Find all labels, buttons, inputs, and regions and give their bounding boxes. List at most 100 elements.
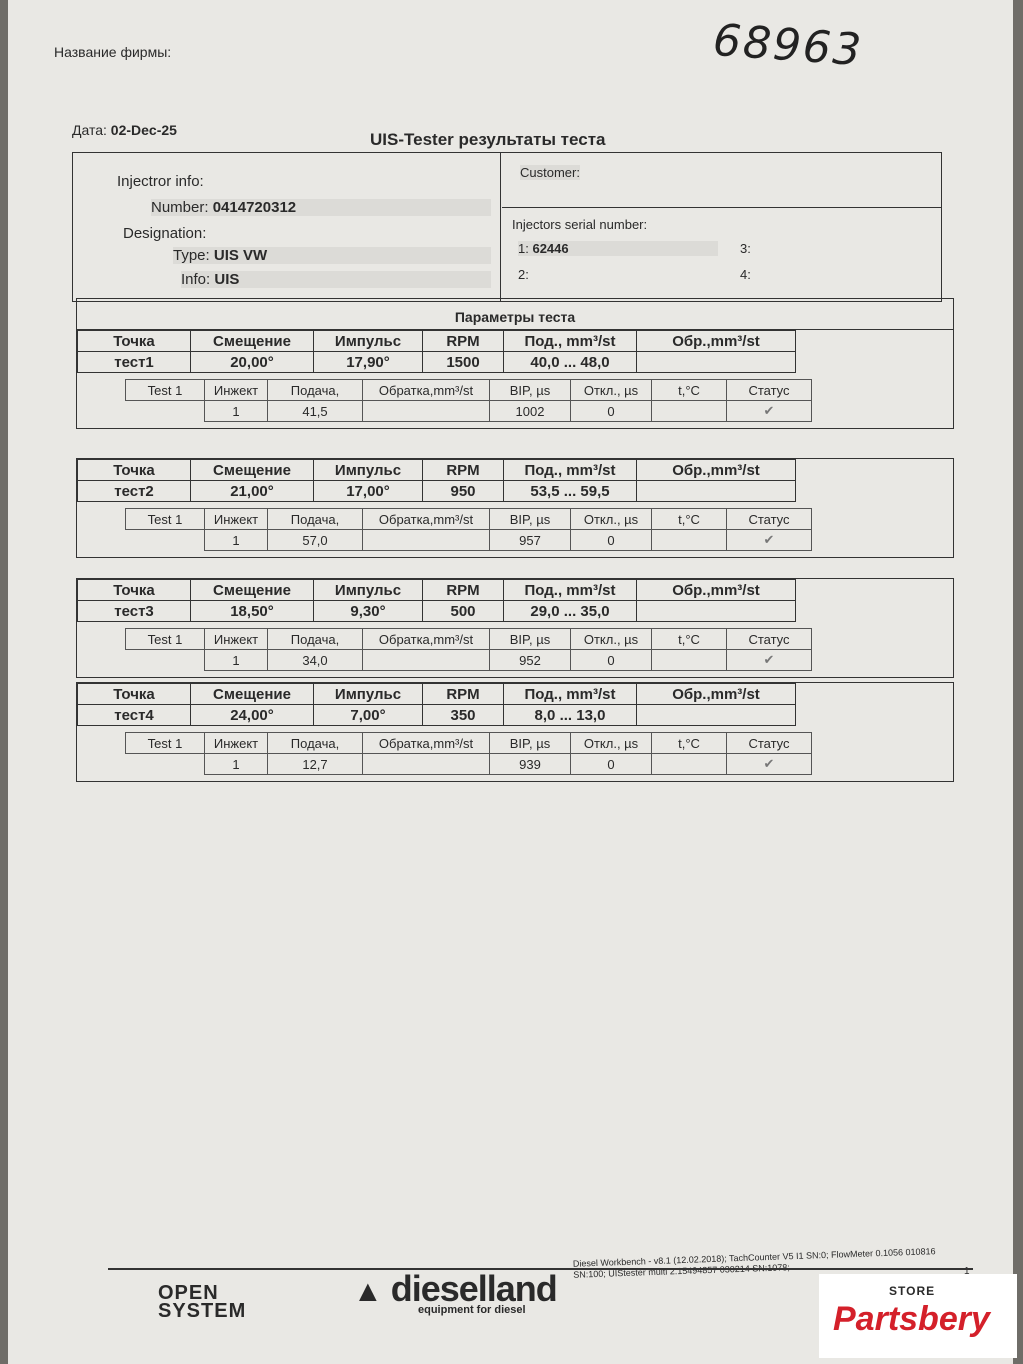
param-impulse: 9,30° xyxy=(313,600,423,622)
result-header: Test 1 xyxy=(125,628,205,650)
params-table: Точка Смещение Импульс RPM Под., mm³/st Обр.,… xyxy=(77,330,796,373)
param-header: RPM xyxy=(422,459,504,481)
test-block-4: Точка Смещение Импульс RPM Под., mm³/st Обр.,… xyxy=(76,682,954,782)
param-impulse: 17,90° xyxy=(313,351,423,373)
param-return xyxy=(636,351,796,373)
designation-label: Designation: xyxy=(123,225,207,242)
result-supply: 57,0 xyxy=(267,529,363,551)
param-header: RPM xyxy=(422,330,504,352)
result-header: Test 1 xyxy=(125,379,205,401)
open-system-logo: OPEN SYSTEM xyxy=(158,1282,247,1322)
result-header: Статус xyxy=(726,628,812,650)
number-row: Number: 0414720312 xyxy=(151,199,491,216)
param-point: тест1 xyxy=(77,351,191,373)
type-row: Type: UIS VW xyxy=(173,247,491,264)
result-header: Откл., µs xyxy=(570,732,652,754)
result-back xyxy=(362,529,490,551)
param-rpm: 1500 xyxy=(422,351,504,373)
result-header: BIP, µs xyxy=(489,732,571,754)
result-temp xyxy=(651,753,727,775)
param-header: Смещение xyxy=(190,579,314,601)
params-table: Точка Смещение Импульс RPM Под., mm³/st Обр.,… xyxy=(77,683,796,726)
result-bip: 952 xyxy=(489,649,571,671)
serial-1-label: 1: xyxy=(518,241,529,256)
param-header: Смещение xyxy=(190,459,314,481)
param-offset: 21,00° xyxy=(190,480,314,502)
number-label: Number: xyxy=(151,199,209,216)
dieselland-logo: ▲ dieselland equipment for diesel xyxy=(353,1268,558,1316)
result-back xyxy=(362,400,490,422)
result-header: Обратка,mm³/st xyxy=(362,732,490,754)
result-header: Инжект xyxy=(204,628,268,650)
test-report-sheet: Название фирмы: 68963 Дата: 02-Dec-25 UI… xyxy=(8,0,1013,1364)
param-offset: 18,50° xyxy=(190,600,314,622)
param-return xyxy=(636,480,796,502)
result-bip: 1002 xyxy=(489,400,571,422)
results-table: Test 1 Инжект Подача, Обратка,mm³/st BIP, µs… xyxy=(125,628,812,671)
check-mark-icon: ✔ xyxy=(726,649,812,671)
date: Дата: 02-Dec-25 xyxy=(72,122,177,138)
result-temp xyxy=(651,529,727,551)
result-dev: 0 xyxy=(570,753,652,775)
result-supply: 34,0 xyxy=(267,649,363,671)
serial-1: 1: 62446 xyxy=(518,241,718,256)
result-header: Статус xyxy=(726,732,812,754)
report-title: UIS-Tester результаты теста xyxy=(370,130,606,149)
result-injector: 1 xyxy=(204,753,268,775)
param-header: Точка xyxy=(77,459,191,481)
param-rpm: 500 xyxy=(422,600,504,622)
handwritten-number: 68963 xyxy=(711,14,865,77)
result-header: Подача, xyxy=(267,732,363,754)
type-label: Type: xyxy=(173,247,210,264)
result-header: Обратка,mm³/st xyxy=(362,508,490,530)
result-header: Обратка,mm³/st xyxy=(362,379,490,401)
result-bip: 939 xyxy=(489,753,571,775)
params-title: Параметры теста xyxy=(77,299,953,330)
result-header: BIP, µs xyxy=(489,379,571,401)
param-header: Смещение xyxy=(190,683,314,705)
result-header: t,°C xyxy=(651,508,727,530)
param-header: Под., mm³/st xyxy=(503,579,637,601)
info-label: Info: xyxy=(181,271,211,288)
results-table: Test 1 Инжект Подача, Обратка,mm³/st BIP, µs… xyxy=(125,379,812,422)
test-block-2: Точка Смещение Импульс RPM Под., mm³/st Обр.,… xyxy=(76,458,954,558)
param-header: Импульс xyxy=(313,579,423,601)
result-header: Подача, xyxy=(267,628,363,650)
serial-heading: Injectors serial number: xyxy=(512,217,648,232)
param-header: Обр.,mm³/st xyxy=(636,683,796,705)
result-dev: 0 xyxy=(570,400,652,422)
param-header: Обр.,mm³/st xyxy=(636,330,796,352)
param-offset: 24,00° xyxy=(190,704,314,726)
result-header: Обратка,mm³/st xyxy=(362,628,490,650)
param-offset: 20,00° xyxy=(190,351,314,373)
serial-3-label: 3: xyxy=(740,241,751,256)
serial-2-label: 2: xyxy=(518,267,529,282)
param-return xyxy=(636,600,796,622)
result-header: Откл., µs xyxy=(570,379,652,401)
page-number: 1 xyxy=(964,1266,970,1277)
param-delivery: 8,0 ... 13,0 xyxy=(503,704,637,726)
info-value: UIS xyxy=(214,271,240,288)
result-temp xyxy=(651,400,727,422)
param-impulse: 17,00° xyxy=(313,480,423,502)
date-value: 02-Dec-25 xyxy=(110,122,177,138)
param-header: Под., mm³/st xyxy=(503,683,637,705)
result-header: Инжект xyxy=(204,379,268,401)
result-supply: 41,5 xyxy=(267,400,363,422)
result-header: t,°C xyxy=(651,732,727,754)
param-delivery: 29,0 ... 35,0 xyxy=(503,600,637,622)
result-dev: 0 xyxy=(570,529,652,551)
param-header: Смещение xyxy=(190,330,314,352)
result-back xyxy=(362,753,490,775)
result-back xyxy=(362,649,490,671)
param-impulse: 7,00° xyxy=(313,704,423,726)
param-header: Импульс xyxy=(313,683,423,705)
param-delivery: 53,5 ... 59,5 xyxy=(503,480,637,502)
result-temp xyxy=(651,649,727,671)
type-value: UIS VW xyxy=(213,247,268,264)
result-header: Test 1 xyxy=(125,732,205,754)
param-header: Обр.,mm³/st xyxy=(636,459,796,481)
footer-divider xyxy=(108,1268,973,1270)
check-mark-icon: ✔ xyxy=(726,753,812,775)
result-supply: 12,7 xyxy=(267,753,363,775)
